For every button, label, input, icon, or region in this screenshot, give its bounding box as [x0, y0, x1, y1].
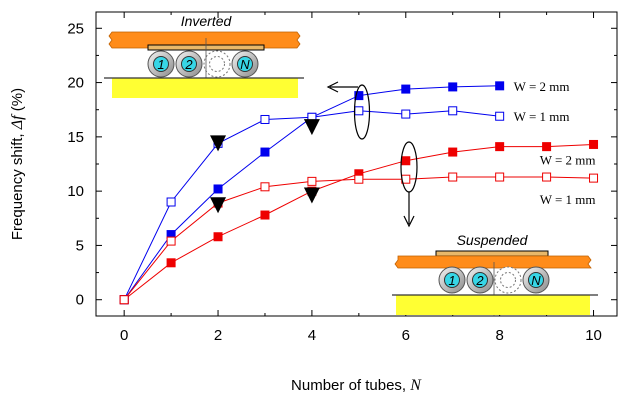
- triangle-marker: [210, 197, 227, 214]
- series-markers: [119, 81, 599, 305]
- data-point: [213, 232, 223, 242]
- inverted-top-plate: [108, 31, 301, 49]
- triangle-marker: [303, 119, 320, 136]
- data-point: [354, 174, 364, 184]
- y-tick-label: 0: [76, 292, 84, 309]
- x-tick-label: 10: [585, 327, 602, 344]
- y-tick-label: 10: [67, 183, 84, 200]
- y-tick-label: 25: [67, 20, 84, 37]
- series-label: W = 1 mm: [514, 109, 570, 124]
- suspended-axis-indicator: [400, 141, 418, 228]
- tube-icon: [528, 272, 544, 288]
- series-label: W = 2 mm: [514, 79, 570, 94]
- data-point: [166, 197, 176, 207]
- x-tick-label: 6: [402, 327, 410, 344]
- data-point: [401, 84, 411, 94]
- tube-label: 1: [448, 273, 455, 288]
- tube-label: N: [240, 57, 250, 72]
- suspended-ellipse: [400, 141, 418, 193]
- axis-ticks: [96, 12, 617, 316]
- tube-icon: [181, 56, 197, 72]
- data-point: [119, 295, 129, 305]
- data-point: [589, 139, 599, 149]
- left-arrow-icon: [326, 81, 339, 93]
- tube-icon: [444, 272, 460, 288]
- x-tick-label: 8: [495, 327, 503, 344]
- data-point: [260, 147, 270, 157]
- down-arrow-icon: [403, 215, 415, 228]
- suspended-bottom-plate: [396, 295, 590, 315]
- data-point: [354, 91, 364, 101]
- data-point: [495, 111, 505, 121]
- data-point: [260, 114, 270, 124]
- tube-label: 2: [475, 273, 484, 288]
- series-legend: W = 2 mm W = 1 mm W = 2 mm W = 1 mm: [514, 79, 596, 207]
- y-tick-label: 5: [76, 237, 84, 254]
- data-point: [448, 147, 458, 157]
- data-point: [166, 258, 176, 268]
- data-point: [448, 82, 458, 92]
- triangle-marker: [210, 135, 227, 152]
- x-tick-label: 2: [214, 327, 222, 344]
- data-point: [260, 182, 270, 192]
- data-point: [448, 172, 458, 182]
- data-point: [307, 176, 317, 186]
- tube-label: N: [531, 273, 541, 288]
- dashed-tube-icon: [209, 56, 225, 72]
- series-label: W = 1 mm: [540, 192, 596, 207]
- suspended-diagram: Suspended 1 2 N: [392, 232, 598, 316]
- inverted-axis-indicator: [326, 81, 371, 140]
- x-axis-label: Number of tubes, N: [291, 377, 422, 394]
- tube-label: 2: [184, 57, 193, 72]
- inverted-diagram: Inverted 1 2 N: [104, 13, 304, 98]
- x-tick-labels: 0 2 4 6 8 10: [120, 327, 602, 344]
- inverted-tubes: 1 2 N: [147, 50, 259, 78]
- data-point: [354, 106, 364, 116]
- data-point: [260, 210, 270, 220]
- series-label: W = 2 mm: [540, 152, 596, 167]
- triangle-marker: [303, 187, 320, 204]
- data-point: [401, 156, 411, 166]
- data-point: [448, 106, 458, 116]
- y-tick-label: 15: [67, 129, 84, 146]
- tube-label: 1: [157, 57, 164, 72]
- data-point: [542, 142, 552, 152]
- inverted-label: Inverted: [181, 13, 233, 29]
- x-tick-label: 4: [308, 327, 316, 344]
- y-axis-label: Frequency shift, Δf (%): [9, 88, 26, 240]
- data-point: [213, 184, 223, 194]
- dashed-tube-icon: [500, 272, 516, 288]
- y-tick-labels: 0 5 10 15 20 25: [67, 20, 84, 308]
- data-point: [401, 109, 411, 119]
- inverted-bottom-plate: [112, 78, 298, 98]
- data-point: [166, 236, 176, 246]
- tube-icon: [237, 56, 253, 72]
- data-point: [542, 172, 552, 182]
- suspended-tubes: 1 2 N: [438, 266, 550, 294]
- suspended-strip: [435, 250, 549, 257]
- suspended-label: Suspended: [457, 232, 529, 248]
- suspended-top-plate: [394, 255, 592, 269]
- y-tick-label: 20: [67, 75, 84, 92]
- triangle-markers: [210, 119, 320, 214]
- data-point: [495, 81, 505, 91]
- tube-icon: [472, 272, 488, 288]
- tube-icon: [153, 56, 169, 72]
- x-tick-label: 0: [120, 327, 128, 344]
- data-point: [495, 172, 505, 182]
- inverted-ellipse: [353, 84, 371, 140]
- data-point: [495, 142, 505, 152]
- data-point: [589, 173, 599, 183]
